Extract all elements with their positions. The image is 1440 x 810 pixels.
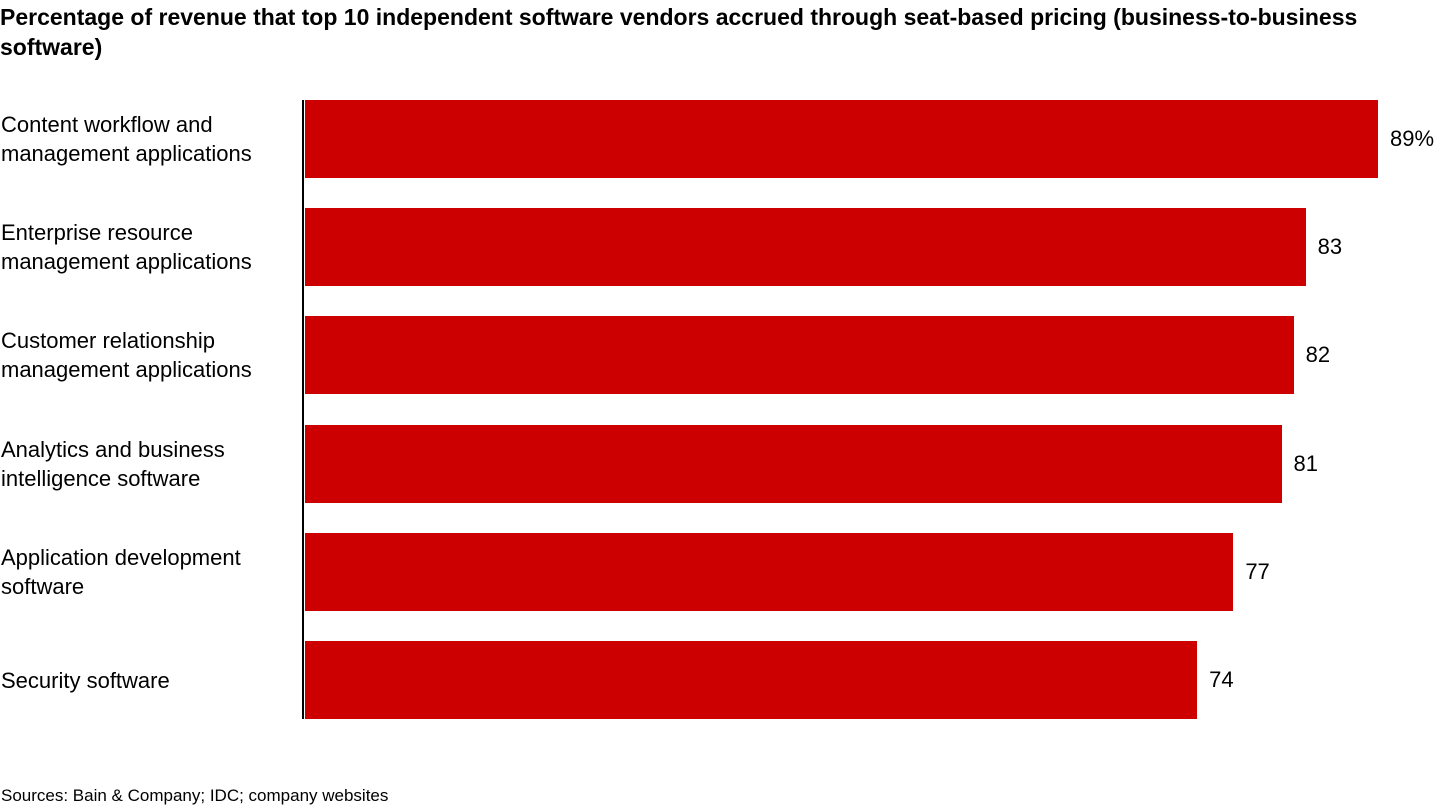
data-label: 83 xyxy=(1317,234,1343,259)
category-label-line: software xyxy=(1,574,85,599)
category-label: Enterprise resource management applicatio… xyxy=(1,208,296,286)
source-note: Sources: Bain & Company; IDC; company we… xyxy=(1,786,389,805)
bar xyxy=(305,316,1294,394)
data-label: 89% xyxy=(1390,126,1435,151)
category-label-line: intelligence software xyxy=(1,466,201,491)
category-label-line: Content workflow and xyxy=(1,112,213,137)
category-label: Content workflow and management applicati… xyxy=(1,100,296,178)
chart-title: Percentage of revenue that top 10 indepe… xyxy=(0,4,1358,60)
category-label-line: management applications xyxy=(1,249,252,274)
bar xyxy=(305,100,1378,178)
category-label-line: Customer relationship xyxy=(1,328,215,353)
category-label-line: Enterprise resource xyxy=(1,220,193,245)
data-label: 81 xyxy=(1293,451,1319,476)
category-axis-line xyxy=(302,100,304,719)
data-label: 77 xyxy=(1245,559,1270,584)
category-label: Application development software xyxy=(1,533,296,611)
category-label: Customer relationship management applicat… xyxy=(1,316,296,394)
bar xyxy=(305,533,1234,611)
bar xyxy=(305,425,1282,503)
category-label-line: Application development xyxy=(1,545,241,570)
bar xyxy=(305,641,1198,719)
category-label-line: Analytics and business xyxy=(1,437,225,462)
data-label: 82 xyxy=(1305,342,1331,367)
category-label-line: Security software xyxy=(1,667,170,693)
category-label-line: management applications xyxy=(1,357,252,382)
category-label: Analytics and business intelligence softw… xyxy=(1,425,296,503)
data-label: 74 xyxy=(1209,667,1234,692)
category-label: Security software xyxy=(1,641,296,719)
category-label-line: management applications xyxy=(1,141,252,166)
bar xyxy=(305,208,1306,286)
